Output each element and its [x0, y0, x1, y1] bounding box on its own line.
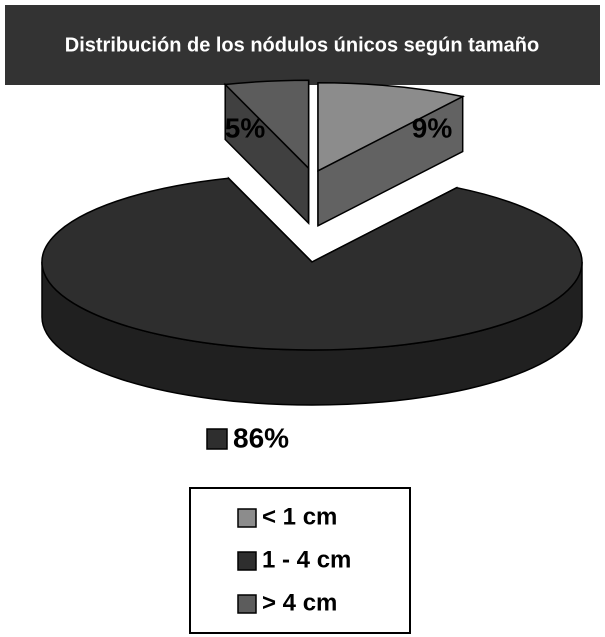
slice-top	[223, 79, 310, 171]
slice	[41, 176, 583, 406]
slice-top	[317, 82, 465, 173]
title-bar	[5, 5, 600, 85]
legend-box	[189, 487, 411, 634]
legend-swatch	[237, 508, 257, 528]
legend-swatch	[237, 551, 257, 571]
legend-label: < 1 cm	[262, 503, 337, 530]
value-label: 9%	[412, 112, 453, 143]
legend-label: > 4 cm	[262, 589, 337, 616]
slice-top	[41, 177, 583, 351]
value-label-swatch	[206, 428, 228, 450]
slice	[223, 79, 310, 226]
slice	[317, 82, 465, 228]
value-label: 86%	[233, 422, 289, 453]
legend-swatch	[237, 594, 257, 614]
legend-label: 1 - 4 cm	[262, 546, 351, 573]
chart-title: Distribución de los nódulos únicos según…	[65, 34, 539, 56]
value-label: 5%	[225, 112, 266, 143]
